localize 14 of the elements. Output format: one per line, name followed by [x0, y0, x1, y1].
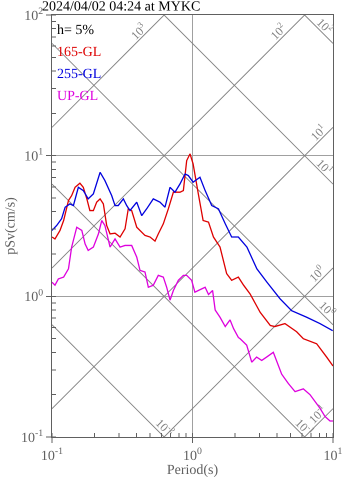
text: UP-GL	[57, 89, 98, 104]
y-tick-label: 10$^{0}$	[24, 287, 44, 306]
y-tick-label: 10$^{2}$	[24, 6, 44, 24]
x-axis-title: Period(s)	[166, 463, 218, 478]
y-axis-title: pSv(cm/s)	[4, 196, 19, 255]
y-tick-label: 10$^{-1}$	[21, 428, 44, 446]
chart-title: 2024/04/02 04:24 at MYKC	[42, 0, 200, 14]
x-tick-label: 10$^{1}$	[324, 446, 343, 464]
y-tick-label: 10$^{1}$	[24, 146, 44, 165]
x-tick-label: 10$^{-1}$	[40, 446, 64, 464]
text: 255-GL	[57, 67, 102, 82]
x-tick-label: 10$^{0}$	[183, 446, 202, 464]
text: 165-GL	[57, 45, 102, 60]
annotation: h= 5%	[57, 23, 94, 38]
